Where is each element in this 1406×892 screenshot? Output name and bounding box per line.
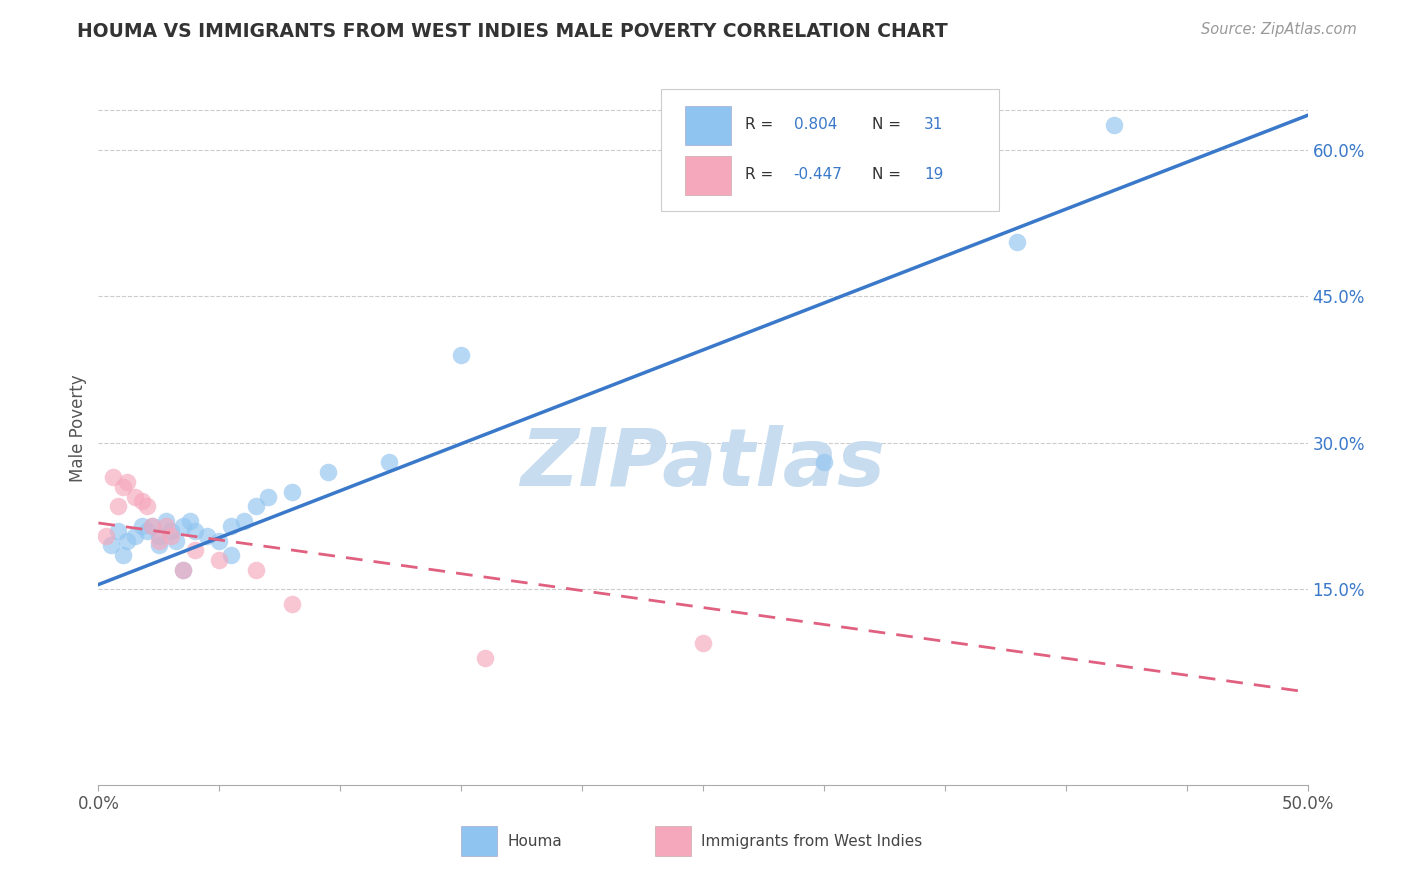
FancyBboxPatch shape <box>461 826 498 856</box>
Point <box>316 465 339 479</box>
Point <box>155 514 177 528</box>
Text: 0.804: 0.804 <box>793 118 837 132</box>
Point <box>101 470 124 484</box>
Point <box>172 563 194 577</box>
Text: HOUMA VS IMMIGRANTS FROM WEST INDIES MALE POVERTY CORRELATION CHART: HOUMA VS IMMIGRANTS FROM WEST INDIES MAL… <box>77 22 948 41</box>
Text: ZIPatlas: ZIPatlas <box>520 425 886 503</box>
Point <box>245 500 267 514</box>
Point <box>111 480 134 494</box>
Point <box>135 500 157 514</box>
Point <box>107 500 129 514</box>
Point <box>117 533 139 548</box>
FancyBboxPatch shape <box>685 155 731 194</box>
Point <box>245 563 267 577</box>
Point <box>148 533 170 548</box>
Point <box>172 519 194 533</box>
Text: Houma: Houma <box>508 834 562 849</box>
Point <box>232 514 254 528</box>
Point <box>195 529 218 543</box>
Point <box>172 563 194 577</box>
Point <box>148 539 170 553</box>
Point <box>813 455 835 469</box>
Point <box>155 519 177 533</box>
Point <box>131 519 153 533</box>
Text: Immigrants from West Indies: Immigrants from West Indies <box>700 834 922 849</box>
Point <box>124 490 146 504</box>
Text: -0.447: -0.447 <box>793 168 842 182</box>
Point <box>281 484 304 499</box>
Point <box>135 524 157 538</box>
Point <box>221 548 243 562</box>
Point <box>377 455 399 469</box>
Point <box>160 524 183 538</box>
Point <box>141 519 163 533</box>
FancyBboxPatch shape <box>661 89 1000 211</box>
Point <box>94 529 117 543</box>
Text: N =: N = <box>872 168 905 182</box>
Text: R =: R = <box>745 118 779 132</box>
FancyBboxPatch shape <box>685 105 731 145</box>
Point <box>692 636 714 650</box>
FancyBboxPatch shape <box>655 826 690 856</box>
Point <box>184 543 207 558</box>
Point <box>221 519 243 533</box>
Point <box>131 494 153 508</box>
Text: Source: ZipAtlas.com: Source: ZipAtlas.com <box>1201 22 1357 37</box>
Point <box>1007 235 1029 250</box>
Point <box>148 529 170 543</box>
Point <box>474 651 496 665</box>
Point <box>165 533 187 548</box>
Text: N =: N = <box>872 118 905 132</box>
Text: 31: 31 <box>924 118 943 132</box>
Y-axis label: Male Poverty: Male Poverty <box>69 375 87 482</box>
Point <box>100 539 122 553</box>
Point <box>107 524 129 538</box>
Point <box>111 548 134 562</box>
Text: 19: 19 <box>924 168 943 182</box>
Point <box>141 519 163 533</box>
Point <box>281 597 304 611</box>
Point <box>184 524 207 538</box>
Point <box>256 490 278 504</box>
Point <box>208 553 231 567</box>
Point <box>208 533 231 548</box>
Text: R =: R = <box>745 168 779 182</box>
Point <box>179 514 201 528</box>
Point <box>124 529 146 543</box>
Point <box>450 348 472 362</box>
Point <box>160 529 183 543</box>
Point <box>117 475 139 489</box>
Point <box>1102 118 1125 132</box>
